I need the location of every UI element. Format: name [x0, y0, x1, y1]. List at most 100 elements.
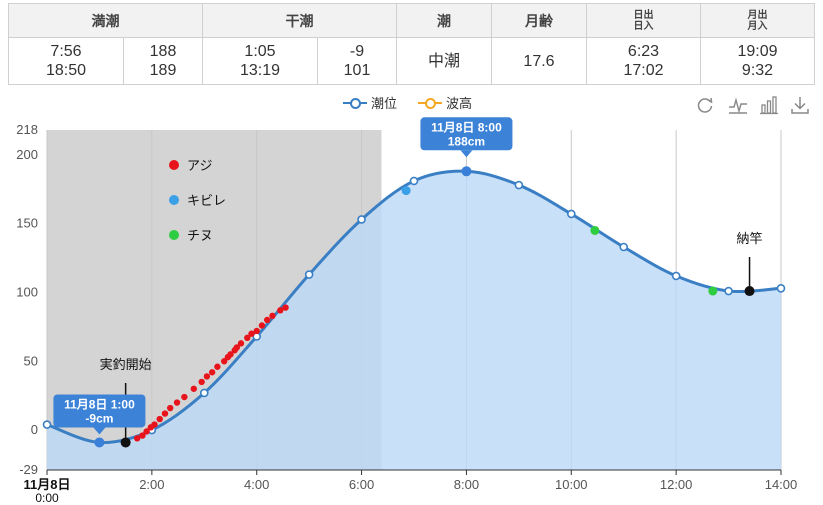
moon-age-header: 月齢: [491, 3, 587, 38]
line-chart-icon[interactable]: [728, 95, 748, 115]
annotation-label: 実釣開始: [100, 357, 152, 372]
wave-height-legend-icon: [418, 96, 442, 110]
tide-data-point: [409, 176, 419, 186]
tide-level-legend-icon: [343, 96, 367, 110]
legend-wave-height-label: 波高: [446, 96, 473, 111]
moon-times: 19:09 9:32: [700, 37, 815, 85]
tide-line: [46, 169, 782, 445]
tide-data-point: [776, 283, 786, 293]
catch-dot-アジ: [233, 344, 240, 351]
catch-dot-アジ: [264, 316, 271, 324]
y-tick-label: 150: [16, 216, 38, 231]
x-tick-label: 10:00: [555, 477, 588, 492]
tooltip: 11月8日 1:00-9cm: [53, 394, 146, 435]
catch-dot-アジ: [248, 330, 255, 337]
catch-dot-アジ: [156, 415, 163, 423]
tide-name: 中潮: [396, 37, 492, 85]
tooltip-box: [420, 117, 513, 151]
y-tick-label: 0: [31, 422, 38, 437]
catch-dot-アジ: [208, 369, 216, 376]
tide-data-point: [566, 209, 576, 219]
x-tick-label: 8:00: [454, 477, 479, 492]
tooltip-value: 188cm: [448, 134, 485, 148]
catch-dot-アジ: [143, 428, 150, 435]
x-tick-sublabel: 0:00: [35, 491, 59, 505]
chart-legend: 潮位 波高: [0, 93, 823, 113]
tooltip-label: 11月8日 8:00: [431, 120, 502, 134]
catch-dot-アジ: [221, 358, 228, 365]
catch-dot-アジ: [244, 334, 251, 342]
high-tide-times: 7:56 18:50: [8, 37, 124, 85]
tide-data-point: [671, 271, 681, 281]
catch-dot-アジ: [269, 312, 276, 320]
tide-data-point: [304, 270, 314, 279]
x-tick-label: 6:00: [349, 477, 374, 492]
catch-dot-アジ: [214, 363, 221, 370]
tooltip-value: -9cm: [85, 411, 113, 425]
catch-dot-アジ: [181, 393, 188, 401]
catch-dot-アジ: [133, 435, 141, 442]
low-tide-times: 1:05 13:19: [202, 37, 318, 85]
y-tick-label: 100: [16, 284, 38, 299]
x-tick-label: 12:00: [660, 477, 693, 492]
y-tick-label: 50: [24, 353, 38, 368]
tooltip-box: [53, 394, 146, 428]
catch-dot-チヌ: [708, 286, 718, 296]
tide-data-point: [42, 420, 52, 429]
catch-dot-アジ: [198, 378, 205, 386]
catch-dot-チヌ: [590, 225, 600, 235]
x-tick-label: 2:00: [139, 477, 164, 492]
catch-dot-アジ: [190, 385, 197, 392]
y-tick-label: -29: [19, 462, 38, 477]
catch-dot-アジ: [139, 432, 146, 439]
tooltip-label: 11月8日 1:00: [64, 397, 135, 411]
catch-legend-label: アジ: [187, 158, 212, 173]
tide-data-point: [724, 286, 733, 296]
catch-dot-アジ: [167, 404, 174, 412]
catch-dot-アジ: [282, 304, 289, 311]
tooltip-pointer: [460, 150, 473, 158]
tide-data-point: [199, 388, 209, 398]
catch-dot-アジ: [161, 410, 169, 417]
sun-header: 日出 日入: [586, 3, 701, 38]
annotation-dot: [744, 286, 755, 297]
catch-dot-アジ: [173, 399, 181, 406]
tide-data-point: [357, 215, 366, 224]
tide-data-point: [514, 180, 524, 190]
x-tick-label: 4:00: [244, 477, 269, 492]
catch-dot-アジ: [277, 307, 284, 314]
catch-dot-キビレ: [401, 186, 411, 196]
download-icon[interactable]: [790, 95, 810, 115]
catch-dot-アジ: [227, 351, 234, 358]
x-tick-label: 14:00: [765, 477, 798, 492]
tide-area-fill: [47, 171, 781, 470]
catch-legend-label: チヌ: [187, 228, 213, 243]
catch-dot-アジ: [253, 327, 260, 335]
x-tick-label: 11月8日: [24, 477, 71, 492]
low-tide-heights: -9 101: [317, 37, 397, 85]
tide-table: 満潮 干潮 潮 月齢 日出 日入 月出 月入 7:56 18:50 188 189 1:…: [8, 3, 815, 85]
y-tick-label: 200: [16, 147, 38, 162]
moon-age-value: 17.6: [491, 37, 587, 85]
legend-wave-height[interactable]: 波高: [418, 93, 472, 112]
refresh-icon[interactable]: [695, 95, 715, 115]
tooltip-point: [461, 166, 472, 177]
annotation-label: 納竿: [737, 231, 763, 246]
catch-legend-dot: [169, 195, 179, 205]
y-tick-label: 218: [16, 122, 38, 137]
catch-dot-アジ: [258, 322, 266, 329]
bar-chart-icon[interactable]: [759, 95, 779, 115]
annotation-dot: [120, 437, 131, 448]
catch-dot-アジ: [203, 373, 211, 380]
legend-tide-level[interactable]: 潮位: [343, 93, 397, 112]
tooltip-pointer: [93, 427, 106, 435]
catch-legend-dot: [169, 230, 179, 240]
catch-dot-アジ: [237, 340, 245, 347]
tide-data-point: [619, 242, 629, 252]
sun-times: 6:23 17:02: [586, 37, 701, 85]
high-tide-header: 満潮: [8, 3, 203, 38]
catch-dot-アジ: [151, 421, 158, 428]
catch-legend-dot: [169, 160, 179, 170]
